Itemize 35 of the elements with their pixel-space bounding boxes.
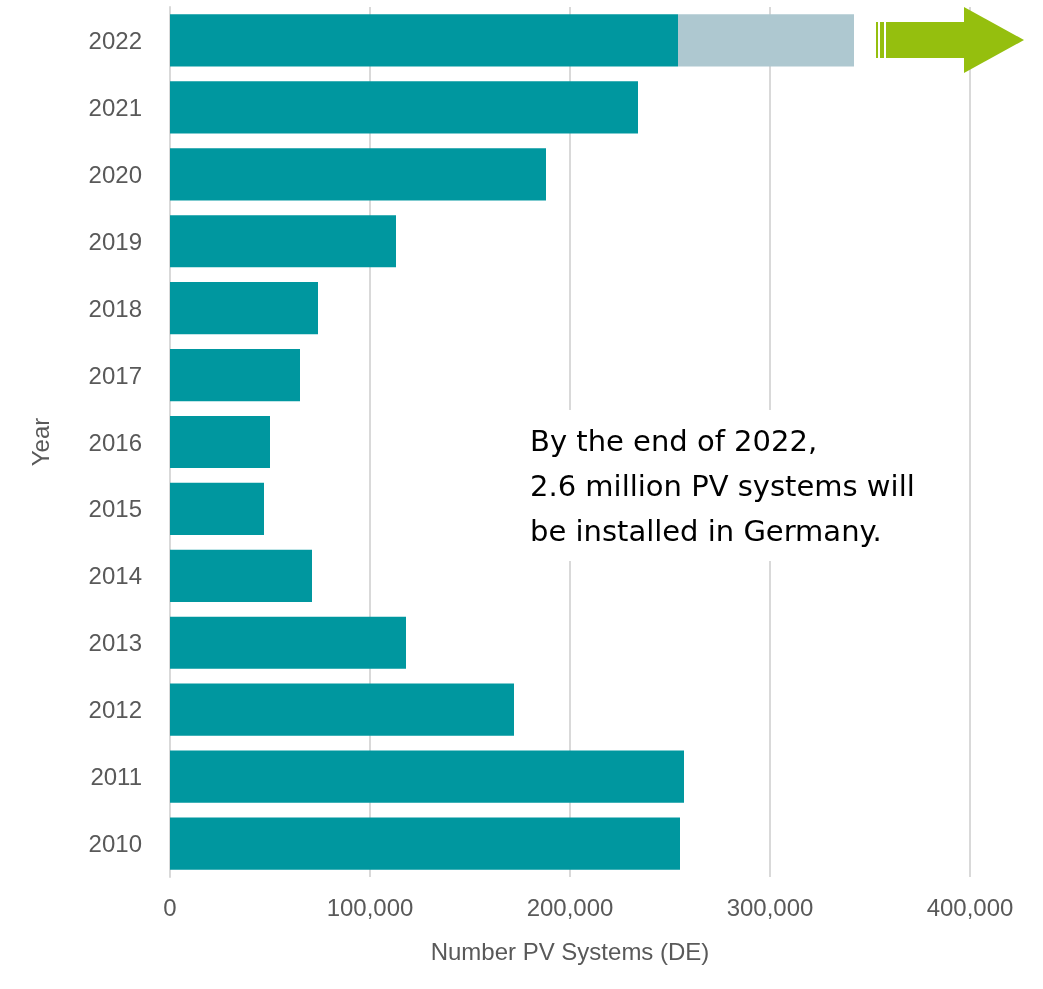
y-tick-label: 2016: [88, 428, 142, 456]
bar: [170, 215, 396, 268]
bar: [170, 549, 312, 602]
y-tick-label: 2017: [88, 361, 142, 389]
bar: [170, 282, 318, 335]
x-tick-label: 100,000: [326, 893, 414, 921]
y-tick-label: 2012: [88, 696, 142, 724]
bar: [170, 14, 678, 67]
bar: [170, 81, 638, 134]
x-tick-label: 200,000: [526, 893, 614, 921]
y-tick-label: 2022: [88, 26, 142, 54]
bar: [678, 14, 854, 67]
y-tick-label: 2018: [88, 294, 142, 322]
x-tick-label: 0: [163, 893, 177, 921]
x-tick-label: 300,000: [726, 893, 814, 921]
y-axis-title: Year: [26, 417, 54, 467]
y-tick-label: 2011: [90, 763, 142, 791]
bar: [170, 750, 684, 803]
y-tick-label: 2019: [88, 227, 142, 255]
y-tick-label: 2015: [88, 495, 142, 523]
x-axis-title: Number PV Systems (DE): [430, 937, 710, 965]
y-tick-label: 2021: [88, 93, 142, 121]
y-tick-label: 2020: [88, 160, 142, 188]
y-tick-label: 2010: [88, 830, 142, 858]
bar: [170, 683, 514, 736]
annotation: By the end of 2022, 2.6 million PV systems will be installed in Germany.: [530, 423, 915, 548]
y-tick-label: 2014: [88, 562, 142, 590]
x-tick-label: 400,000: [926, 893, 1014, 921]
bar: [170, 616, 406, 669]
bar: [170, 148, 546, 201]
bar: [170, 817, 680, 870]
y-tick-label: 2013: [88, 629, 142, 657]
bar: [170, 415, 270, 469]
bar: [170, 348, 300, 402]
bar: [170, 482, 264, 536]
